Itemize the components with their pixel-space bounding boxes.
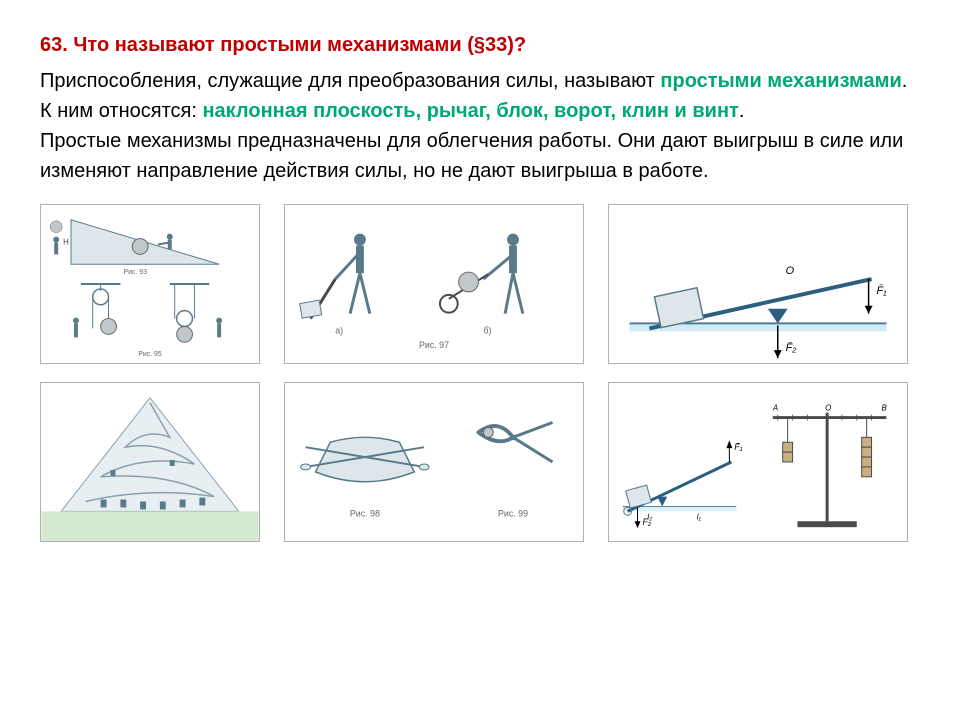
svg-text:A: A	[772, 404, 778, 413]
figure-levers-people: а) б) Рис. 97	[284, 204, 584, 364]
svg-text:F̄₂: F̄₂	[786, 342, 798, 355]
figure-lever-balance: F̄₁ F₂ l₂ l₁	[608, 382, 908, 542]
figure-inclined-plane-pulleys: H Рис. 93	[40, 204, 260, 364]
svg-text:а): а)	[335, 325, 343, 335]
body-paragraph: Приспособления, служащие для преобразова…	[40, 66, 920, 186]
figure-boat-pincers: Рис. 98 Рис. 99	[284, 382, 584, 542]
svg-text:Рис. 93: Рис. 93	[123, 269, 147, 276]
question-title: 63. Что называют простыми механизмами (§…	[40, 30, 920, 60]
text-after-term2: .	[739, 100, 745, 122]
svg-text:l₂: l₂	[647, 512, 652, 521]
svg-text:б): б)	[483, 325, 491, 335]
intro-text: Приспособления, служащие для преобразова…	[40, 70, 660, 92]
term-simple-mechanisms: простыми механизмами	[660, 70, 901, 92]
figure-grid: H Рис. 93	[40, 204, 920, 542]
svg-text:l₁: l₁	[697, 512, 702, 521]
svg-text:F̄₁: F̄₁	[877, 284, 888, 297]
svg-text:Рис. 95: Рис. 95	[138, 351, 162, 358]
svg-text:B: B	[881, 404, 886, 413]
svg-text:O: O	[786, 265, 795, 277]
svg-text:Рис. 98: Рис. 98	[350, 508, 380, 518]
figure-pyramid-ramp	[40, 382, 260, 542]
svg-text:Рис. 99: Рис. 99	[498, 508, 528, 518]
svg-text:H: H	[63, 238, 69, 247]
body-line2: Простые механизмы предназначены для обле…	[40, 130, 903, 182]
term-list: наклонная плоскость, рычаг, блок, ворот,…	[202, 100, 738, 122]
svg-text:O: O	[825, 404, 831, 413]
svg-text:Рис. 97: Рис. 97	[419, 340, 449, 350]
svg-text:F̄₁: F̄₁	[734, 442, 742, 452]
figure-lever-diagram: F̄₁ F̄₂ O	[608, 204, 908, 364]
